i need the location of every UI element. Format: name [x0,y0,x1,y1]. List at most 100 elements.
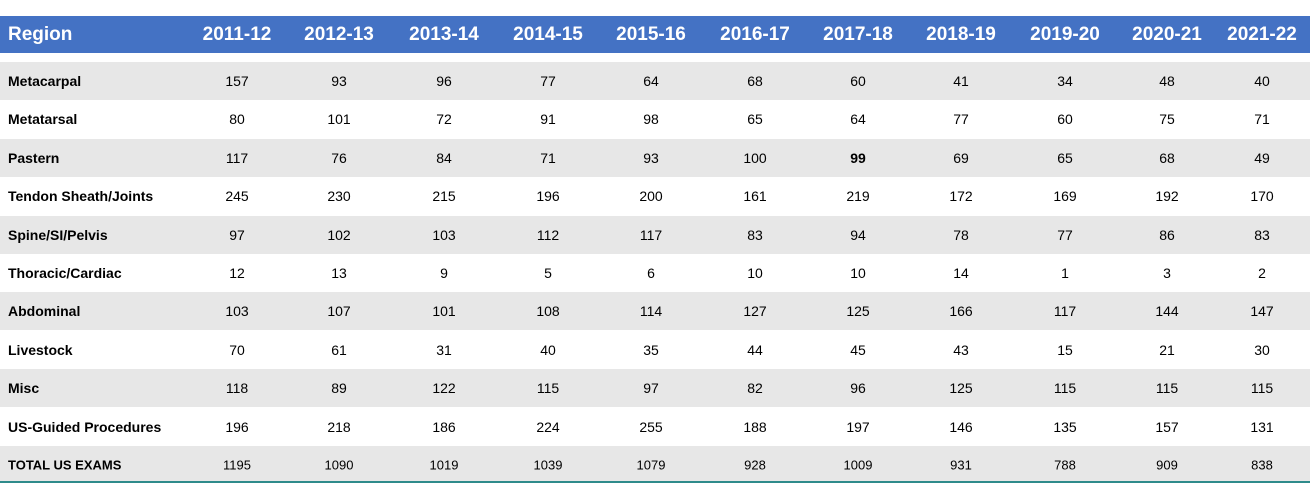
cell-value: 186 [432,418,456,435]
cell-value: 65 [1057,149,1073,166]
cell-value: 1090 [324,457,354,473]
column-header: 2013-14 [409,24,479,45]
cell-value: 14 [953,265,969,281]
column-header: 2021-22 [1227,24,1297,45]
column-header: Region [8,24,73,45]
cell-value: 41 [953,73,969,89]
cell-value: 98 [643,111,659,128]
row-label: Thoracic/Cardiac [8,265,122,281]
cell-value: 101 [432,303,456,320]
cell-value: 48 [1159,73,1175,89]
cell-value: 102 [327,226,351,243]
row-label: Abdominal [8,303,81,320]
row-label: Misc [8,380,40,397]
cell-value: 6 [647,265,655,281]
cell-value: 100 [743,149,767,166]
cell-value: 80 [229,111,245,128]
cell-value: 144 [1155,303,1179,320]
cell-value: 172 [949,188,973,205]
cell-value: 117 [225,149,249,166]
cell-value: 125 [846,303,870,320]
cell-value: 788 [1054,457,1076,473]
row-label: Tendon Sheath/Joints [8,188,154,205]
cell-value: 197 [846,418,870,435]
cell-value: 93 [643,149,659,166]
cell-value: 12 [229,265,245,281]
cell-value: 103 [225,303,249,320]
cell-value: 93 [331,73,347,89]
cell-value: 89 [331,380,347,397]
cell-value: 3 [1163,265,1171,281]
row-label: Pastern [8,149,60,166]
cell-value: 43 [953,341,969,358]
cell-value: 103 [432,226,456,243]
cell-value: 96 [436,73,452,89]
cell-value: 2 [1258,265,1266,281]
cell-value: 931 [950,457,972,473]
cell-value: 196 [536,188,560,205]
cell-value: 1 [1061,265,1069,281]
cell-value: 147 [1250,303,1274,320]
cell-value: 94 [850,226,866,243]
column-header: 2016-17 [720,24,790,45]
cell-value: 1019 [429,457,459,473]
column-header: 2018-19 [926,24,996,45]
cell-value: 1079 [636,457,666,473]
row-band [0,138,1310,177]
cell-value: 60 [850,73,866,89]
cell-value: 64 [850,111,866,128]
cell-value: 34 [1057,73,1073,89]
cell-value: 838 [1251,457,1273,473]
cell-value: 200 [639,188,663,205]
cell-value: 82 [747,380,763,397]
cell-value: 60 [1057,111,1073,128]
column-header: 2015-16 [616,24,686,45]
cell-value: 115 [1155,380,1179,397]
row-band [0,215,1310,254]
cell-value: 101 [327,111,351,128]
cell-value: 9 [440,265,448,281]
cell-value: 49 [1254,149,1270,166]
cell-value: 157 [1155,418,1179,435]
cell-value: 125 [949,380,973,397]
cell-value: 255 [639,418,663,435]
cell-value: 83 [747,226,763,243]
cell-value: 215 [432,188,456,205]
cell-value: 64 [643,73,659,89]
cell-value: 71 [540,149,556,166]
header-bar [0,16,1310,53]
cell-value: 99 [850,149,866,166]
cell-value: 1195 [223,457,251,473]
row-label: US-Guided Procedures [8,418,162,435]
cell-value: 115 [536,380,560,397]
cell-value: 30 [1254,341,1270,358]
row-band [0,369,1310,408]
cell-value: 83 [1254,226,1270,243]
cell-value: 108 [536,303,560,320]
bottom-rule [0,481,1310,483]
cell-value: 97 [643,380,659,397]
row-band [0,446,1310,481]
column-header: 2012-13 [304,24,374,45]
column-header: 2020-21 [1132,24,1202,45]
row-band [0,292,1310,331]
cell-value: 68 [1159,149,1175,166]
cell-value: 131 [1250,418,1274,435]
row-label: Metatarsal [8,111,78,128]
cell-value: 31 [436,341,452,358]
cell-value: 1009 [843,457,873,473]
cell-value: 122 [432,380,456,397]
cell-value: 45 [850,341,866,358]
cell-value: 118 [225,380,249,397]
cell-value: 75 [1159,111,1175,128]
cell-value: 170 [1250,188,1274,205]
cell-value: 65 [747,111,763,128]
row-label: Livestock [8,341,73,358]
cell-value: 157 [225,73,249,89]
cell-value: 76 [331,149,347,166]
cell-value: 40 [1254,73,1270,89]
cell-value: 77 [953,111,969,128]
cell-value: 61 [331,341,347,358]
row-label: TOTAL US EXAMS [8,457,122,473]
